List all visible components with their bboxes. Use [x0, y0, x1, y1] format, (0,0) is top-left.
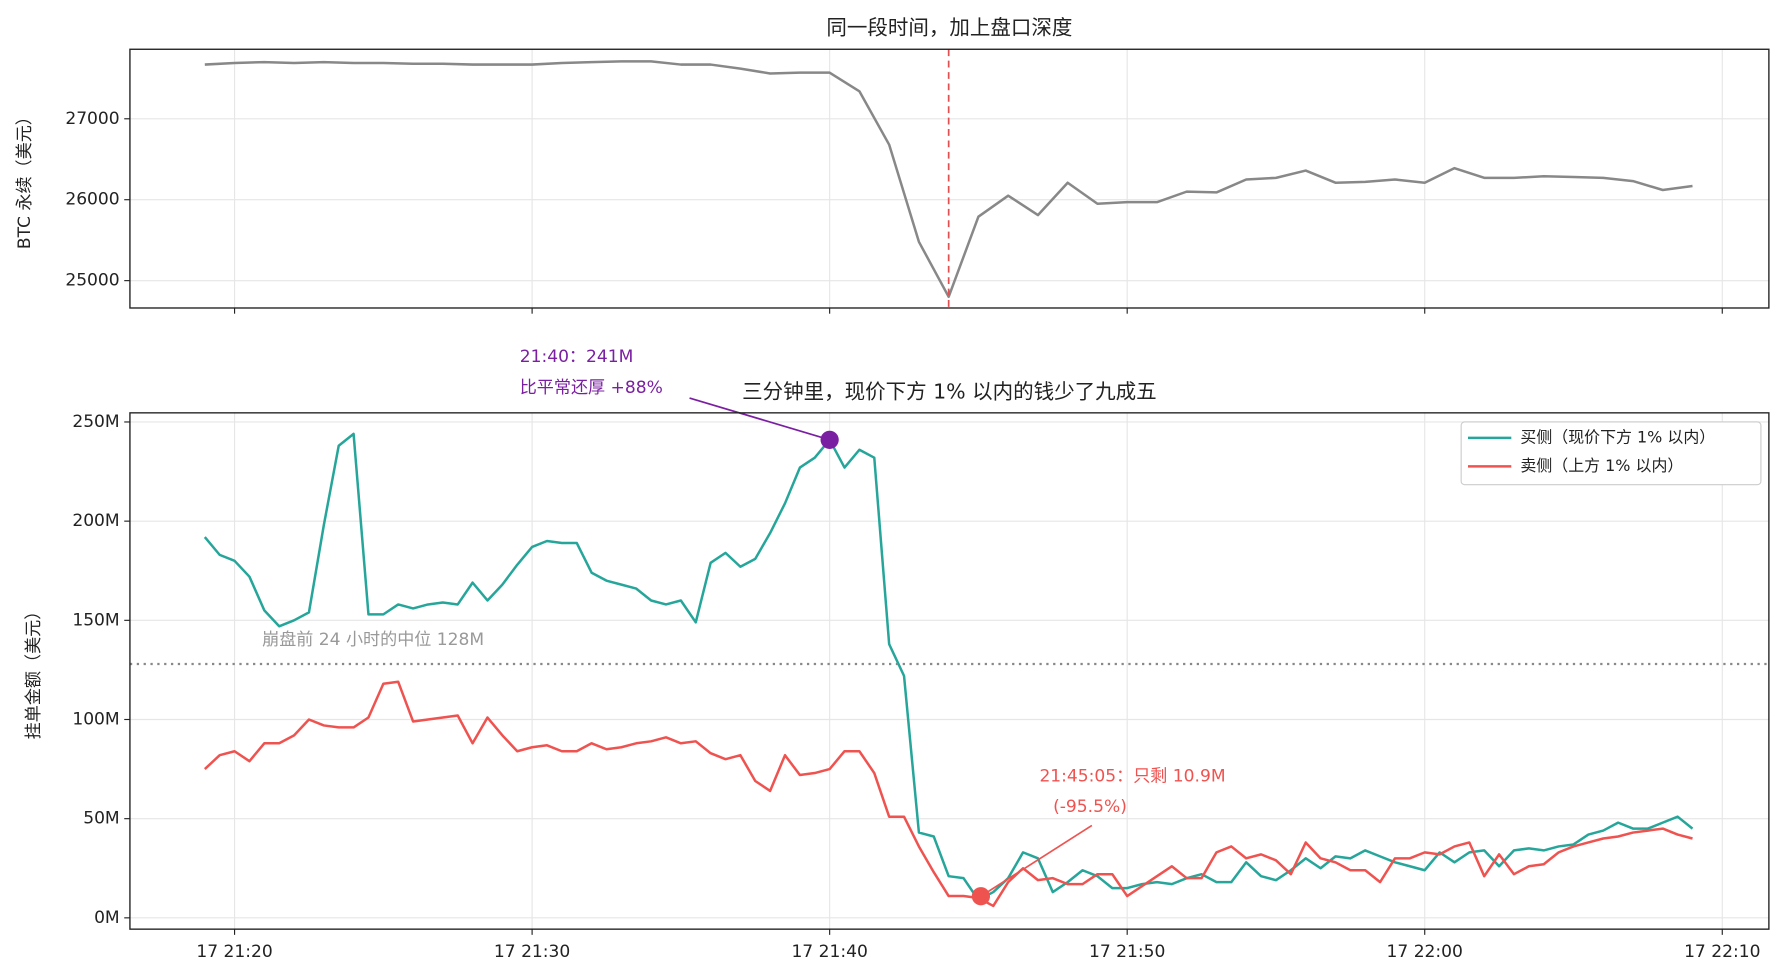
x-tick-label: 17 22:00	[1387, 942, 1463, 962]
legend: 买侧（现价下方 1% 以内） 卖侧（上方 1% 以内）	[1460, 421, 1762, 486]
x-tick-label: 17 21:50	[1089, 942, 1165, 962]
y-tick-label: 26000	[65, 190, 119, 210]
annotation-text: (-95.5%)	[1053, 797, 1127, 817]
annotation-text: 比平常还厚 +88%	[520, 378, 663, 398]
annotation-text: 21:45:05：只剩 10.9M	[1039, 766, 1225, 786]
annotation-point	[971, 887, 991, 906]
x-tick-label: 17 21:40	[791, 942, 867, 962]
x-tick-label: 17 21:20	[196, 942, 272, 962]
y-tick-label: 150M	[72, 610, 119, 630]
chart-title: 三分钟里，现价下方 1% 以内的钱少了九成五	[742, 379, 1157, 403]
y-axis-label: 挂单金额（美元）	[24, 603, 44, 740]
reference-label: 崩盘前 24 小时的中位 128M	[262, 630, 484, 650]
plot-frame	[129, 48, 1770, 309]
annotation-arrow	[980, 824, 1093, 897]
y-tick-label: 200M	[72, 511, 119, 531]
annotation-text: 21:40：241M	[520, 347, 634, 367]
plot-frame	[129, 412, 1770, 930]
annotation-point	[820, 430, 839, 449]
series-line	[203, 680, 1693, 908]
price-line	[204, 60, 1693, 299]
x-tick-label: 17 21:30	[494, 942, 570, 962]
y-tick-label: 50M	[83, 809, 119, 829]
legend-label: 卖侧（上方 1% 以内）	[1520, 456, 1683, 475]
series-line	[203, 432, 1694, 902]
y-tick-label: 250M	[72, 412, 119, 432]
y-tick-label: 0M	[94, 908, 120, 928]
legend-label: 买侧（现价下方 1% 以内）	[1520, 427, 1715, 446]
y-tick-label: 27000	[65, 109, 119, 129]
y-tick-label: 100M	[72, 709, 119, 729]
y-tick-label: 25000	[65, 271, 119, 291]
x-tick-label: 17 22:10	[1684, 942, 1760, 962]
annotation-arrow	[689, 397, 830, 441]
legend-box	[1460, 421, 1762, 486]
chart-title: 同一段时间，加上盘口深度	[826, 16, 1072, 40]
y-axis-label: BTC 永续（美元）	[15, 108, 35, 249]
